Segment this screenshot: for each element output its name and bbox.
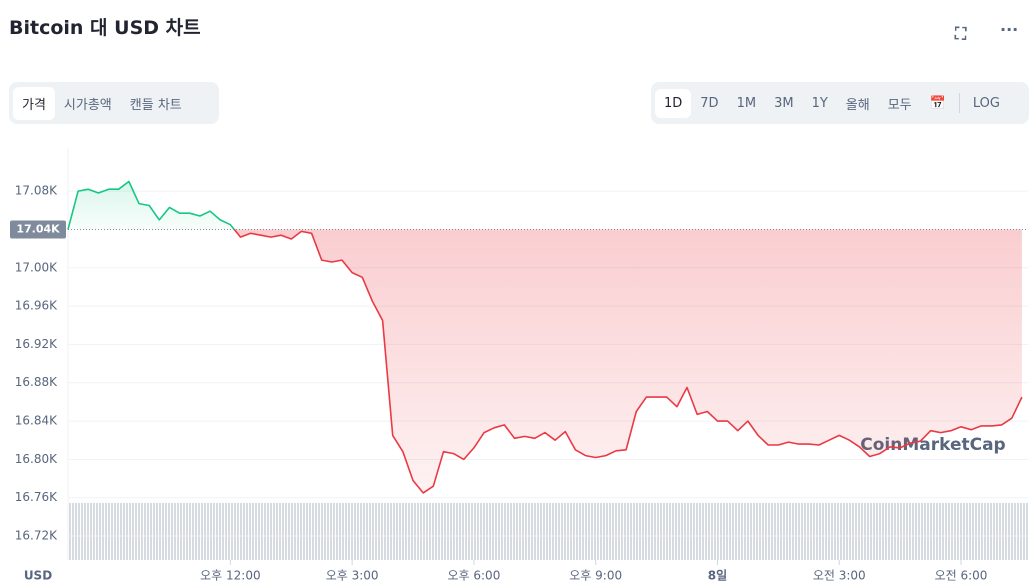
fullscreen-icon[interactable]: ⛶ (955, 24, 967, 43)
range-group: 1D 7D 1M 3M 1Y 올해 모두 📅 LOG (651, 82, 1029, 124)
y-tick-label: 17.00K (15, 260, 58, 274)
log-button[interactable]: LOG (972, 95, 1000, 111)
y-tick-label: 16.72K (15, 529, 58, 543)
range-button[interactable]: 1D (655, 88, 692, 118)
x-tick-label: 8일 (708, 569, 727, 583)
reference-label-box (10, 220, 66, 239)
x-tick-label: 오후 6:00 (447, 569, 500, 583)
currency-label: USD (24, 569, 52, 583)
page-title: Bitcoin 대 USD 차트 (9, 17, 201, 39)
reference-label: 17.04K (16, 222, 60, 235)
y-tick-label: 16.76K (15, 490, 58, 504)
volume-backdrop (68, 503, 1028, 560)
y-tick-label: 17.08K (15, 184, 58, 198)
tab-group: 가격 시가총액 캔들 차트 (9, 82, 219, 124)
x-tick-label: 오후 3:00 (326, 569, 379, 583)
range-button[interactable]: 7D (700, 95, 719, 111)
more-icon[interactable]: ··· (1000, 20, 1019, 39)
range-button[interactable]: 1M (736, 95, 757, 111)
range-button[interactable]: 모두 (887, 97, 912, 113)
tab[interactable]: 가격 (13, 86, 55, 120)
price-area (68, 181, 1022, 493)
tab[interactable]: 캔들 차트 (129, 97, 182, 113)
range-button[interactable]: 3M (774, 95, 794, 111)
tab[interactable]: 시가총액 (63, 97, 112, 113)
x-tick-label: 오후 12:00 (200, 569, 260, 583)
x-tick-label: 오전 3:00 (813, 569, 866, 583)
separator (958, 93, 960, 113)
range-button[interactable]: 1Y (811, 95, 828, 111)
y-tick-label: 16.88K (15, 375, 58, 389)
y-tick-label: 16.96K (15, 299, 58, 313)
y-tick-label: 16.80K (15, 452, 58, 466)
y-tick-label: 16.92K (15, 337, 58, 351)
x-tick-label: 오후 9:00 (569, 569, 622, 583)
calendar-button[interactable]: 📅 (929, 95, 946, 111)
y-tick-label: 16.84K (15, 414, 58, 428)
range-button[interactable]: 올해 (845, 97, 870, 113)
x-tick-label: 오전 6:00 (935, 569, 988, 583)
price-line (67, 180, 1023, 494)
